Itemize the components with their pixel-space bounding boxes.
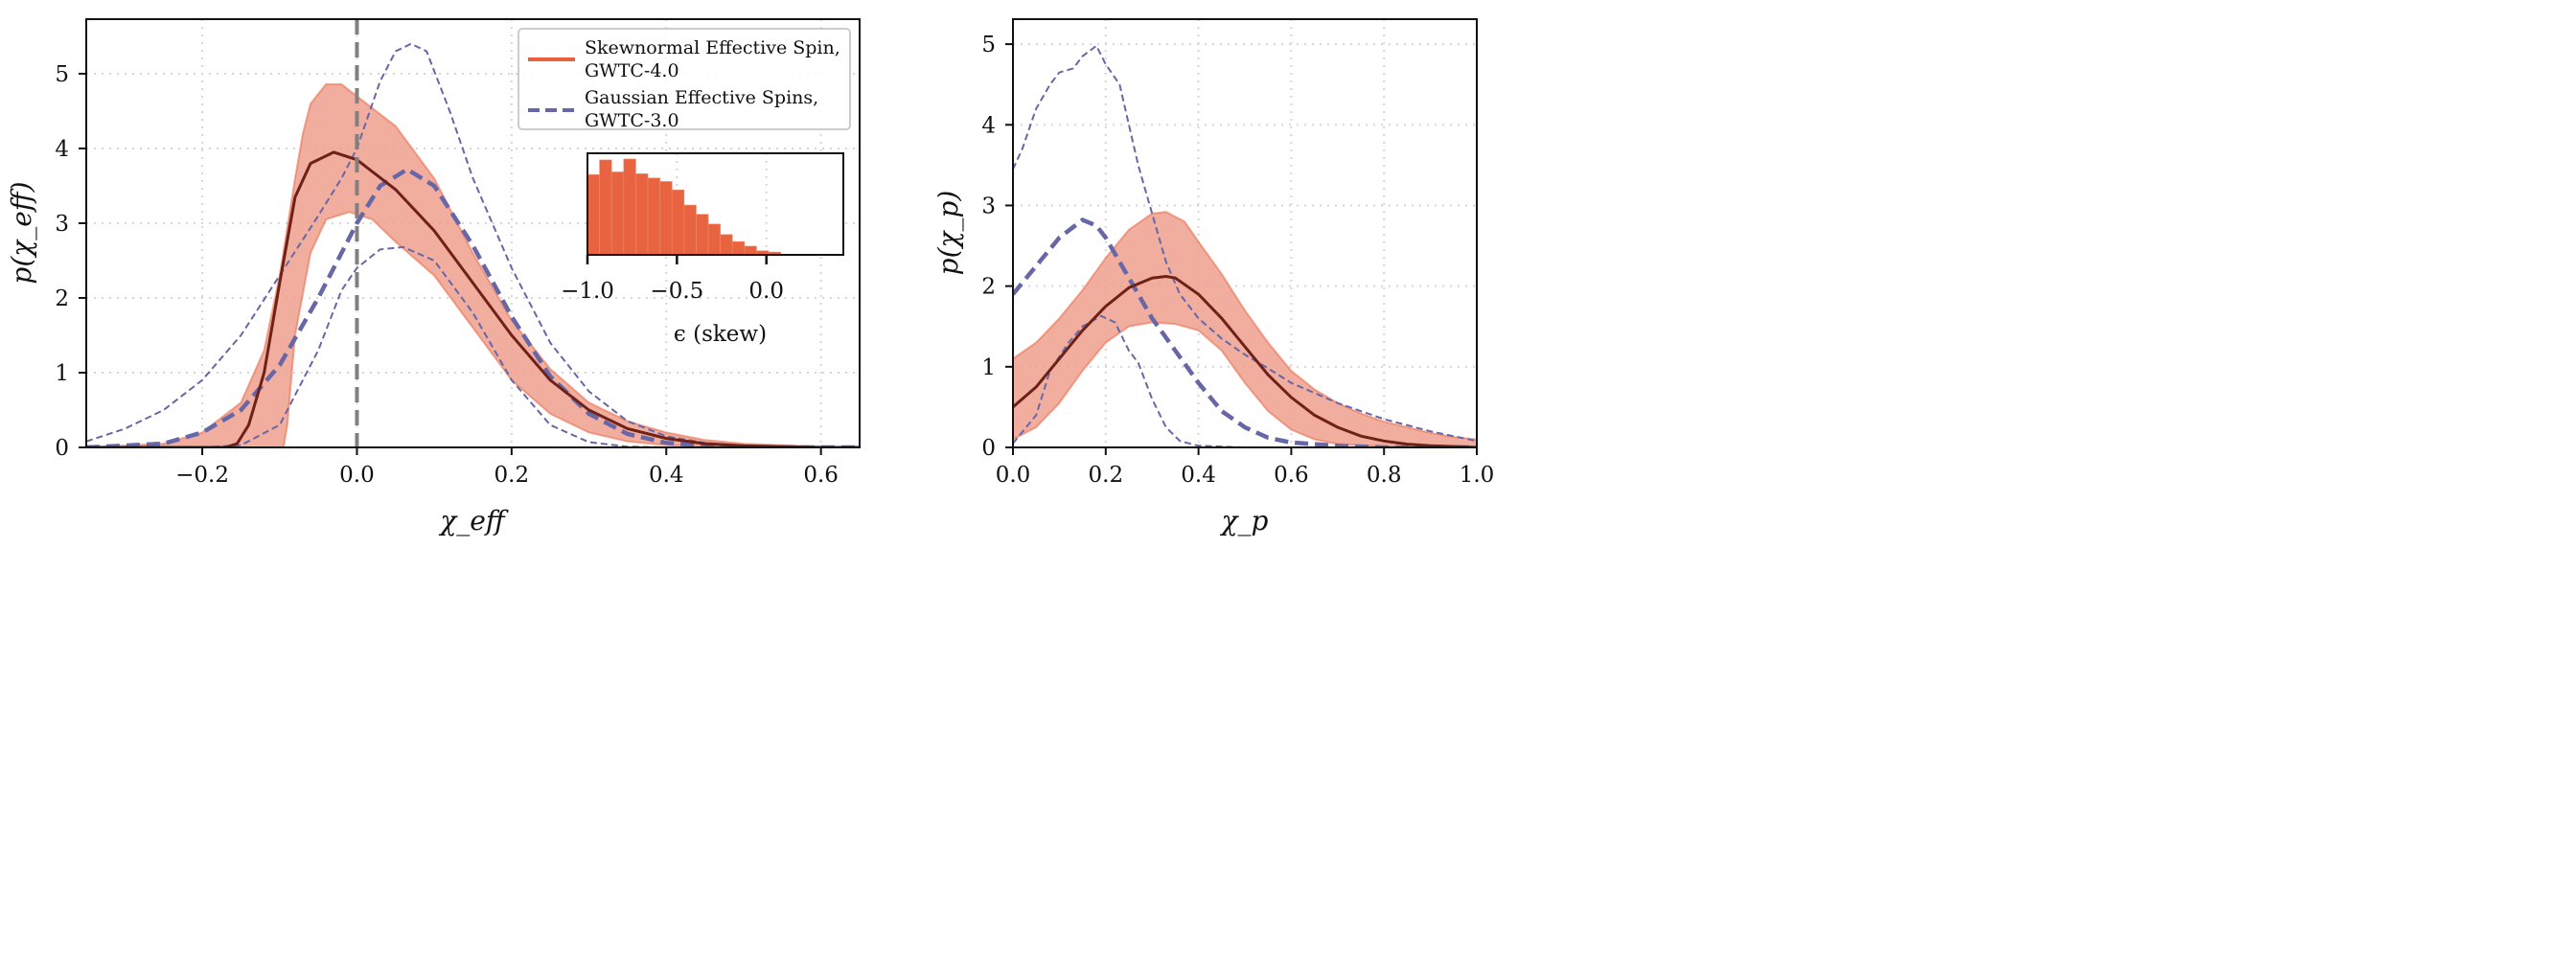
x-tick-label: 1.0 [1460, 463, 1495, 488]
x-axis-label: χ_p [1220, 505, 1269, 537]
inset-frame [586, 152, 844, 256]
skew-histogram-inset: −1.0 −0.5 0.0 ϵ (skew) [561, 152, 844, 347]
y-tick-label: 3 [55, 212, 69, 237]
histogram-bar [707, 223, 721, 256]
gaussian-upper-bound-line [1013, 44, 1477, 443]
y-axis-label: p(χ_p) [932, 191, 964, 276]
y-tick-label: 3 [981, 194, 996, 218]
skewnormal-credible-band [86, 82, 860, 447]
y-tick-label: 5 [981, 33, 996, 57]
histogram-bar [635, 173, 649, 256]
x-tick-label: 0.8 [1367, 463, 1402, 488]
skewnormal-median-line [86, 150, 860, 447]
y-tick-label: 4 [981, 113, 996, 138]
gaussian-lower-bound-line [86, 245, 860, 447]
legend-label-gaussian-line1: Gaussian Effective Spins, [585, 87, 818, 108]
histogram-bar [610, 171, 625, 256]
legend-label-skewnormal-line1: Skewnormal Effective Spin, [585, 37, 840, 58]
histogram-bar [744, 245, 757, 256]
x-tick-label: 0.6 [803, 463, 839, 488]
legend-label-gaussian-line2: GWTC-3.0 [585, 110, 679, 131]
gaussian-median-line [1013, 217, 1477, 447]
y-tick-label: 2 [55, 286, 69, 311]
histogram-bar [731, 240, 746, 256]
histogram-bar [720, 234, 733, 256]
x-tick-label: 0.6 [1274, 463, 1309, 488]
inset-x-axis-label: ϵ (skew) [674, 322, 767, 347]
x-axis-label: χ_eff [438, 505, 509, 537]
axes-frame [85, 18, 861, 448]
x-tick-label: 0.0 [996, 463, 1031, 488]
legend: Skewnormal Effective Spin, GWTC-4.0 Gaus… [518, 28, 851, 131]
y-tick-label: 0 [981, 436, 996, 461]
skewnormal-median-line [1013, 274, 1477, 447]
histogram-bar [659, 181, 673, 256]
histogram-bar [623, 158, 636, 256]
histogram-bar [647, 177, 660, 256]
histogram-bar [586, 174, 600, 256]
skewnormal-credible-band [1013, 211, 1477, 447]
chi-eff-panel: −0.2 0.0 0.2 0.4 0.6 0 1 2 3 4 5 [55, 18, 861, 488]
y-tick-label: 2 [981, 275, 996, 300]
y-tick-label: 4 [55, 137, 69, 162]
histogram-bar [671, 190, 685, 256]
x-tick-label: 0.4 [649, 463, 684, 488]
x-tick-label: 0.2 [494, 463, 530, 488]
inset-x-tick-label: −1.0 [561, 279, 614, 304]
legend-label-skewnormal-line2: GWTC-4.0 [585, 60, 679, 81]
gaussian-median-line [86, 167, 860, 447]
x-tick-label: −0.2 [175, 463, 229, 488]
x-tick-label: 0.4 [1181, 463, 1216, 488]
inset-x-tick-label: 0.0 [748, 279, 784, 304]
histogram-bar [599, 159, 612, 256]
axes-frame [1012, 18, 1478, 448]
plot-area [1013, 44, 1477, 447]
chi-p-panel: 0.0 0.2 0.4 0.6 0.8 1.0 0 1 2 3 4 5 [981, 18, 1495, 488]
plot-area [86, 19, 860, 447]
y-tick-label: 0 [55, 436, 69, 461]
y-tick-label: 1 [55, 361, 69, 386]
y-axis-label: p(χ_eff) [6, 181, 37, 284]
x-tick-label: 0.0 [339, 463, 375, 488]
gaussian-upper-bound-line [86, 42, 860, 447]
y-tick-label: 1 [981, 355, 996, 380]
histogram-bar [683, 204, 697, 256]
y-tick-label: 5 [55, 62, 69, 87]
legend-box [518, 28, 851, 130]
histogram-bar [696, 214, 709, 256]
gaussian-lower-bound-line [1013, 314, 1477, 447]
x-tick-label: 0.2 [1089, 463, 1124, 488]
inset-x-tick-label: −0.5 [650, 279, 703, 304]
